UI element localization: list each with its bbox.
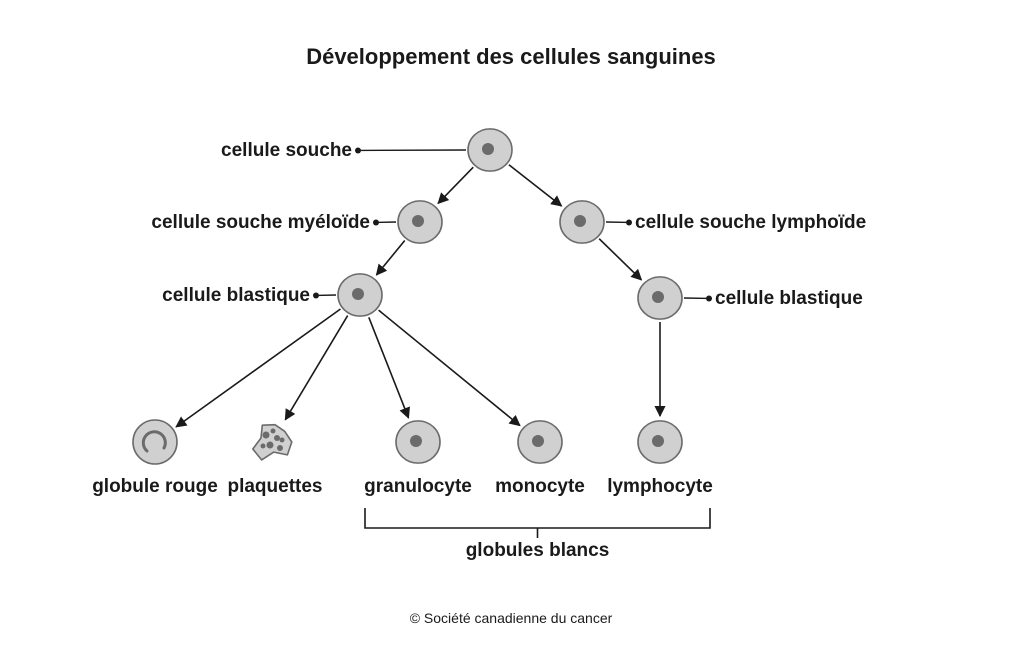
label-stem: cellule souche — [221, 140, 352, 162]
label-myeloid: cellule souche myéloïde — [151, 212, 370, 234]
label-lympho: lymphocyte — [607, 476, 713, 498]
cell-node — [560, 201, 604, 243]
cell-node — [638, 277, 682, 319]
cell-node — [518, 421, 562, 463]
cell-node — [133, 420, 177, 464]
cell-node — [396, 421, 440, 463]
label-monocyte: monocyte — [495, 476, 585, 498]
diagram-svg — [0, 0, 1022, 668]
cell-node — [338, 274, 382, 316]
label-lymphoid: cellule souche lymphoïde — [635, 212, 866, 234]
label-granulo: granulocyte — [364, 476, 472, 498]
cell-node — [398, 201, 442, 243]
label-platelet: plaquettes — [227, 476, 322, 498]
copyright-footer: © Société canadienne du cancer — [0, 610, 1022, 626]
label-globules-blancs: globules blancs — [466, 540, 610, 562]
label-blast_r: cellule blastique — [715, 288, 863, 310]
cell-node — [638, 421, 682, 463]
label-rbc: globule rouge — [92, 476, 218, 498]
label-blast_l: cellule blastique — [162, 285, 310, 307]
cell-node — [468, 129, 512, 171]
cell-node — [253, 425, 292, 460]
